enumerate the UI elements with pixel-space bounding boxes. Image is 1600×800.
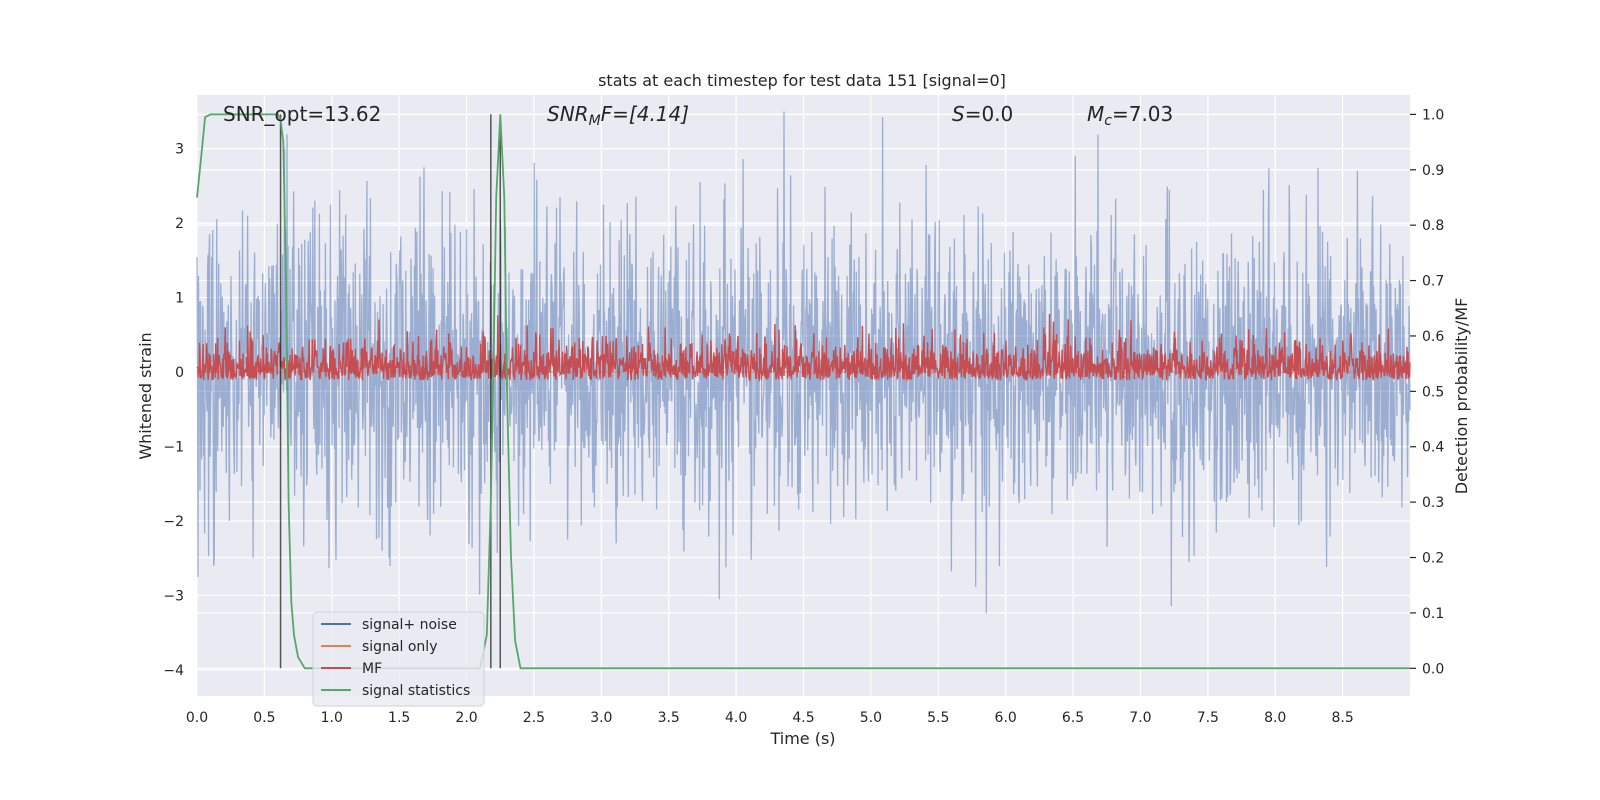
annotation-s-label: S: [952, 102, 965, 126]
x-tick-label: 1.5: [388, 710, 410, 726]
y-tick-label-right: 0.5: [1422, 384, 1444, 400]
x-tick-label: 7.5: [1197, 710, 1219, 726]
y-tick-label-left: 0: [175, 365, 184, 381]
x-tick-label: 2.0: [455, 710, 477, 726]
axes: 0.0 0.5 1.0 1.5 2.0 2.5 3.0 3.5 4.0 4.5 5.0 5.5 6.0 6…: [163, 107, 1444, 726]
y-axis-right-label: Detection probability/MF: [1452, 298, 1471, 495]
x-tick-label: 5.5: [927, 710, 949, 726]
annotations: SNR_opt=13.62 SNRMF=[4.14] S=0.0 Mc=7.03: [223, 102, 1173, 129]
x-tick-label: 7.0: [1129, 710, 1151, 726]
x-tick-label: 0.0: [186, 710, 208, 726]
x-tick-label: 4.5: [792, 710, 814, 726]
legend-label-mf: MF: [362, 661, 382, 677]
series-signal-noise: [196, 111, 1411, 614]
y-tick-label-right: 0.4: [1422, 440, 1444, 456]
x-tick-label: 6.5: [1062, 710, 1084, 726]
annotation-s: S=0.0: [952, 102, 1013, 126]
x-tick-label: 0.5: [253, 710, 275, 726]
annotation-mc-label: M: [1087, 102, 1104, 126]
x-tick-label: 8.0: [1264, 710, 1286, 726]
annotation-snr-mf-suffix: F=[4.14]: [601, 102, 689, 126]
y-axis-left-label: Whitened strain: [136, 332, 155, 459]
annotation-mc: Mc=7.03: [1087, 102, 1173, 129]
annotation-mc-sub: c: [1104, 113, 1112, 129]
legend-label-signal-only: signal only: [362, 639, 437, 655]
x-tick-label: 3.0: [590, 710, 612, 726]
series-mf: [196, 313, 1411, 382]
y-tick-label-right: 0.9: [1422, 163, 1444, 179]
annotation-snr-mf-sub: M: [589, 113, 601, 129]
x-axis-label: Time (s): [769, 729, 835, 748]
chart-title: stats at each timestep for test data 151…: [598, 71, 1006, 90]
legend: signal+ noise signal only MF signal stat…: [312, 611, 485, 707]
y-tick-label-left: −4: [163, 663, 184, 679]
x-tick-label: 6.0: [995, 710, 1017, 726]
y-tick-label-left: 3: [175, 142, 184, 158]
y-tick-label-right: 1.0: [1422, 107, 1444, 123]
x-tick-label: 5.0: [860, 710, 882, 726]
annotation-mc-value: =7.03: [1112, 102, 1173, 126]
annotation-s-value: =0.0: [965, 102, 1014, 126]
y-tick-label-right: 0.3: [1422, 495, 1444, 511]
x-tick-label: 1.0: [321, 710, 343, 726]
y-tick-label-right: 0.0: [1422, 661, 1444, 677]
legend-box: [312, 611, 485, 707]
annotation-snr-mf-prefix: SNR: [547, 102, 589, 126]
y-tick-label-left: −3: [163, 588, 184, 604]
y-tick-label-left: −1: [163, 440, 184, 456]
legend-label-signal-statistics: signal statistics: [362, 683, 470, 699]
y-tick-label-left: 2: [175, 216, 184, 232]
x-tick-label: 4.0: [725, 710, 747, 726]
y-tick-label-right: 0.6: [1422, 329, 1444, 345]
annotation-snr-mf: SNRMF=[4.14]: [547, 102, 689, 129]
y-tick-label-right: 0.7: [1422, 274, 1444, 290]
y-tick-label-right: 0.1: [1422, 606, 1444, 622]
x-tick-label: 8.5: [1331, 710, 1353, 726]
x-tick-label: 3.5: [658, 710, 680, 726]
y-tick-label-right: 0.8: [1422, 218, 1444, 234]
series-layer: [196, 111, 1411, 614]
x-tick-label: 2.5: [523, 710, 545, 726]
y-tick-label-left: −2: [163, 514, 184, 530]
legend-label-signal-noise: signal+ noise: [362, 617, 457, 633]
y-tick-label-right: 0.2: [1422, 551, 1444, 567]
annotation-snr-opt: SNR_opt=13.62: [223, 102, 381, 126]
y-tick-label-left: 1: [175, 291, 184, 307]
